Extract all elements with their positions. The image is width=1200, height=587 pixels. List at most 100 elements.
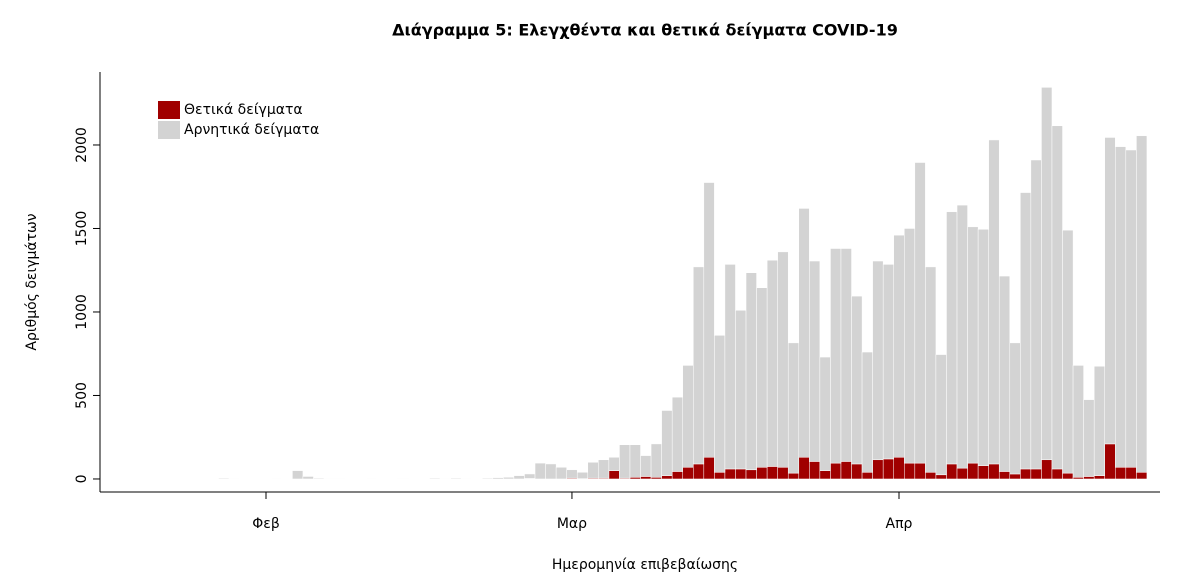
- bar: [693, 267, 704, 464]
- bar: [641, 476, 652, 479]
- bar: [968, 227, 979, 463]
- bar: [799, 457, 810, 479]
- bar: [946, 212, 957, 464]
- bar: [1094, 476, 1105, 479]
- bar: [735, 310, 746, 469]
- bar: [989, 140, 1000, 464]
- bar: [968, 463, 979, 479]
- x-tick-label: Μαρ: [557, 516, 587, 532]
- y-tick-label: 1000: [74, 294, 90, 330]
- bar: [556, 467, 567, 479]
- bar: [1020, 193, 1031, 469]
- bar: [630, 477, 641, 479]
- bar: [809, 461, 820, 479]
- bar: [303, 476, 314, 479]
- y-axis-label: Αριθμός δειγμάτων: [24, 213, 40, 350]
- bar: [714, 335, 725, 472]
- bar: [1020, 469, 1031, 479]
- bar: [619, 445, 630, 478]
- bar: [830, 249, 841, 464]
- bar: [946, 464, 957, 479]
- bar: [894, 457, 905, 479]
- bar: [957, 205, 968, 468]
- bar: [767, 466, 778, 479]
- bar: [1115, 147, 1126, 468]
- bar: [883, 264, 894, 459]
- bar: [746, 470, 757, 479]
- bar: [641, 456, 652, 477]
- bar: [1010, 343, 1021, 474]
- legend-swatch: [158, 101, 180, 119]
- bar: [1052, 469, 1063, 479]
- bar: [1126, 467, 1137, 479]
- bar: [514, 476, 525, 479]
- bar: [862, 352, 873, 472]
- bar: [1041, 87, 1052, 459]
- bar: [1010, 474, 1021, 479]
- bar: [482, 478, 493, 479]
- legend-label: Θετικά δείγματα: [184, 102, 303, 118]
- bar: [662, 411, 673, 476]
- bar: [841, 461, 852, 479]
- bar: [852, 464, 863, 479]
- bar: [925, 267, 936, 472]
- bar: [546, 464, 557, 479]
- chart-title: Διάγραμμα 5: Ελεγχθέντα και θετικά δείγμ…: [392, 21, 898, 40]
- bar: [999, 471, 1010, 479]
- bar: [1126, 150, 1137, 467]
- bar: [704, 457, 715, 479]
- bar: [820, 357, 831, 471]
- bar: [219, 478, 230, 479]
- legend-swatch: [158, 121, 180, 139]
- bar: [915, 463, 926, 479]
- y-tick-label: 1500: [74, 211, 90, 247]
- bar: [894, 235, 905, 457]
- bar: [1052, 126, 1063, 469]
- bar: [778, 252, 789, 467]
- bar: [725, 469, 736, 479]
- bar: [1031, 160, 1042, 469]
- bar: [567, 470, 578, 478]
- bar: [1084, 400, 1095, 477]
- bar: [683, 365, 694, 467]
- bar: [957, 468, 968, 479]
- bar: [651, 444, 662, 477]
- bar: [999, 276, 1010, 471]
- bar: [651, 477, 662, 479]
- bar: [662, 476, 673, 479]
- bar: [1136, 472, 1147, 479]
- bar: [904, 228, 915, 463]
- bar: [398, 478, 409, 479]
- bar: [609, 457, 620, 470]
- bar: [735, 469, 746, 479]
- bar: [440, 478, 451, 479]
- bar: [852, 296, 863, 464]
- bar: [757, 288, 768, 468]
- bar: [524, 474, 535, 479]
- bar: [767, 260, 778, 466]
- bar: [683, 467, 694, 479]
- bar: [1105, 137, 1116, 443]
- bar: [630, 445, 641, 478]
- x-tick-label: Απρ: [886, 516, 913, 532]
- bar: [1063, 473, 1074, 479]
- bar: [989, 464, 1000, 479]
- bar: [915, 163, 926, 464]
- y-tick-label: 2000: [74, 127, 90, 163]
- bar: [746, 273, 757, 470]
- bar: [936, 355, 947, 475]
- bar: [1084, 476, 1095, 479]
- bar: [883, 459, 894, 479]
- bar: [588, 462, 599, 478]
- bar: [335, 478, 346, 479]
- bar: [904, 463, 915, 479]
- x-axis-label: Ημερομηνία επιβεβαίωσης: [552, 557, 738, 573]
- bar: [313, 478, 324, 479]
- bar: [229, 478, 240, 479]
- bar: [535, 463, 546, 479]
- bar: [788, 473, 799, 479]
- bar: [1041, 460, 1052, 479]
- bar: [609, 471, 620, 479]
